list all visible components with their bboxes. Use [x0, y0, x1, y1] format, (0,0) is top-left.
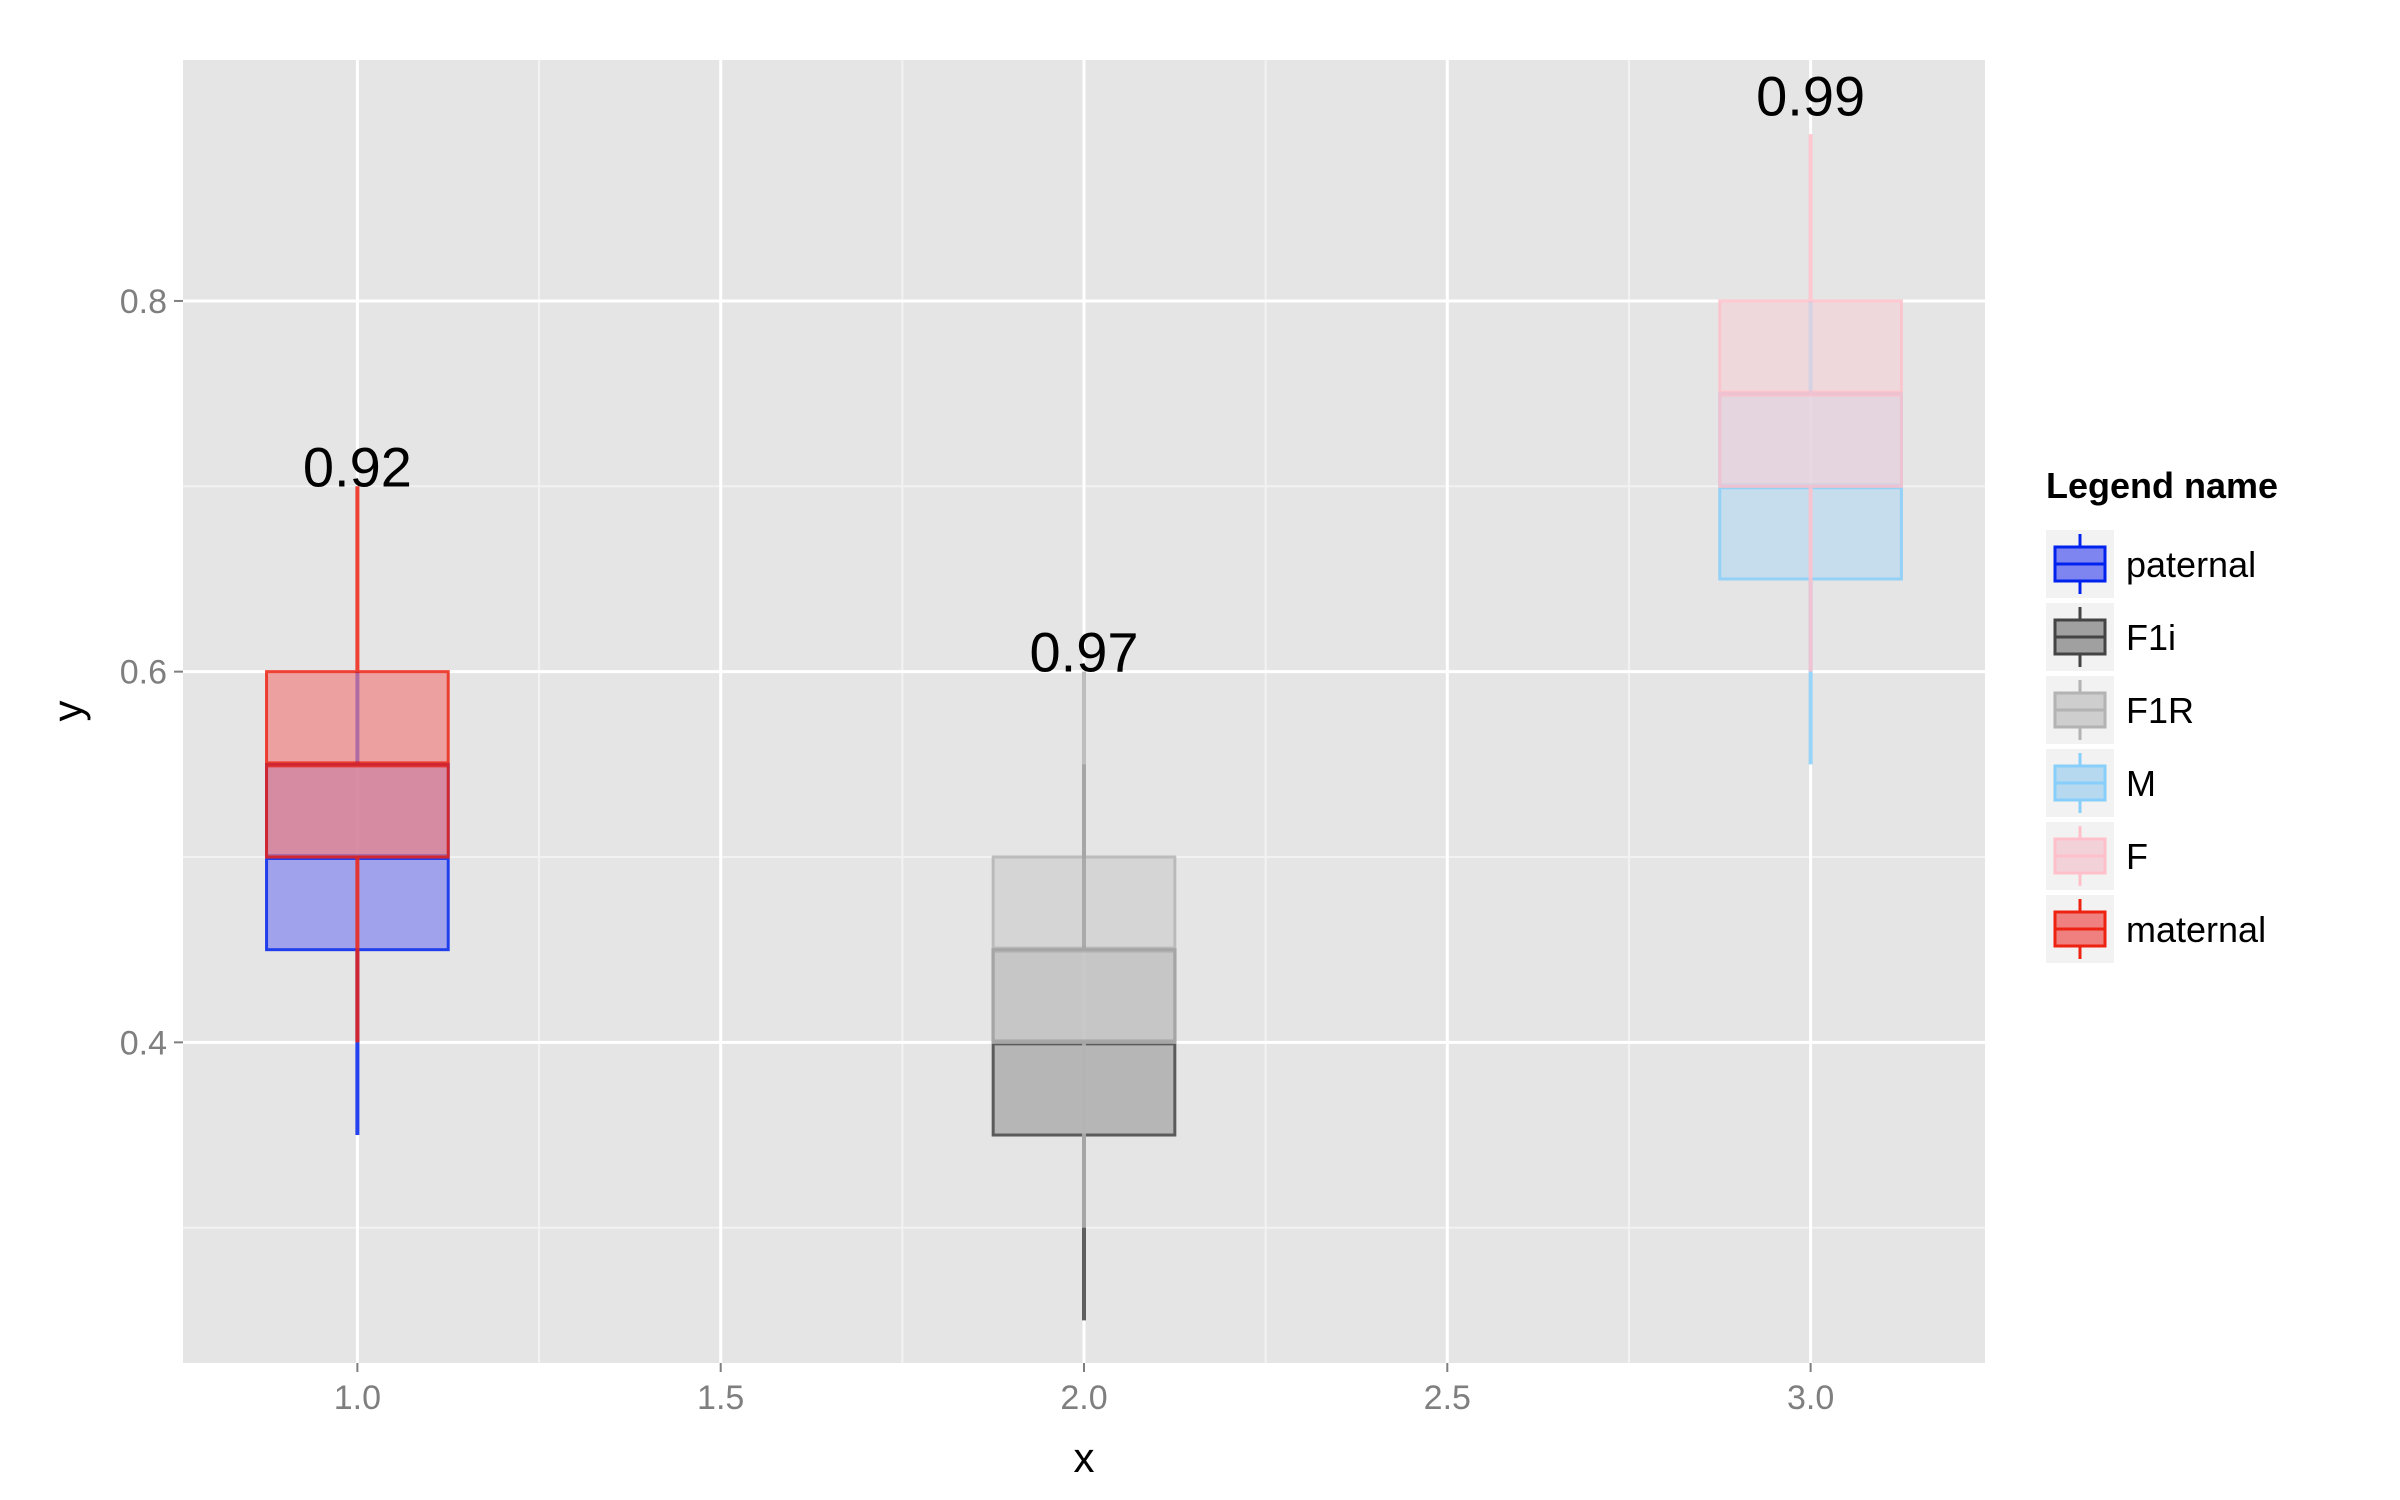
legend-item-M: M [2046, 749, 2156, 817]
box-F [1718, 134, 1903, 672]
legend-title: Legend name [2046, 465, 2278, 506]
x-axis-title: x [1074, 1434, 1095, 1481]
legend-label: paternal [2126, 544, 2256, 585]
annotation-label: 0.97 [1030, 621, 1139, 684]
legend-label: maternal [2126, 909, 2266, 950]
legend-item-F1i: F1i [2046, 603, 2176, 671]
legend-label: F [2126, 836, 2148, 877]
x-tick-label: 1.5 [697, 1379, 744, 1417]
x-tick-label: 1.0 [334, 1379, 381, 1417]
x-tick-label: 3.0 [1787, 1379, 1834, 1417]
x-tick-label: 2.0 [1060, 1379, 1107, 1417]
y-axis-title: y [44, 701, 91, 722]
y-tick-label: 0.6 [120, 654, 167, 692]
box-F1R [991, 671, 1177, 1228]
annotation-label: 0.92 [303, 435, 412, 498]
annotation-label: 0.99 [1756, 65, 1865, 128]
x-tick-label: 2.5 [1424, 1379, 1471, 1417]
box-layer [265, 134, 1903, 1321]
y-tick-label: 0.8 [120, 283, 167, 321]
box-maternal [265, 486, 450, 1043]
legend-label: F1i [2126, 617, 2176, 658]
legend-label: M [2126, 763, 2156, 804]
legend-item-F: F [2046, 822, 2148, 890]
legend-item-paternal: paternal [2046, 530, 2256, 598]
legend-item-maternal: maternal [2046, 895, 2266, 963]
annotation-layer: 0.92 0.97 0.99 [303, 65, 1865, 684]
y-tick-label: 0.4 [120, 1024, 167, 1062]
legend-item-F1R: F1R [2046, 676, 2194, 744]
legend-label: F1R [2126, 690, 2194, 731]
axis-ticks: 1.0 1.5 2.0 2.5 3.0 0.4 0.6 0.8 [120, 283, 1835, 1417]
